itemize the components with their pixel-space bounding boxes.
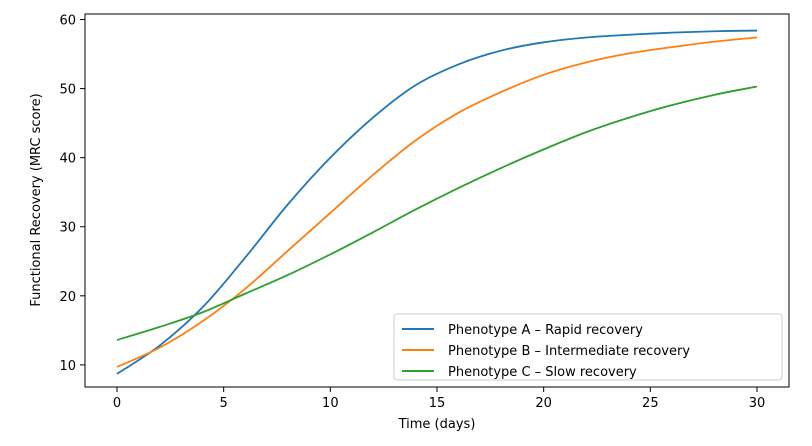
y-tick-label: 60 xyxy=(59,14,76,29)
phenotype-b-line xyxy=(116,36,758,368)
series-lines xyxy=(116,29,758,375)
x-tick-label: 15 xyxy=(429,396,446,411)
y-tick-label: 10 xyxy=(59,359,76,374)
legend-box xyxy=(393,313,783,381)
legend-entry-phenotype-b: Phenotype B – Intermediate recovery xyxy=(402,344,690,359)
phenotype-c-line xyxy=(116,85,758,341)
x-tick-label: 25 xyxy=(642,396,659,411)
y-tick-label: 20 xyxy=(59,290,76,305)
y-axis-label: Functional Recovery (MRC score) xyxy=(29,93,44,306)
legend-label: Phenotype C – Slow recovery xyxy=(448,365,637,380)
x-axis-label: Time (days) xyxy=(398,417,476,432)
y-tick-label: 30 xyxy=(59,221,76,236)
x-tick-label: 20 xyxy=(535,396,552,411)
y-tick-label: 50 xyxy=(59,83,76,98)
legend-entry-phenotype-a: Phenotype A – Rapid recovery xyxy=(402,323,643,338)
x-axis-ticks: 0 5 10 15 20 25 30 xyxy=(113,387,765,411)
legend-label: Phenotype A – Rapid recovery xyxy=(448,323,643,338)
x-tick-label: 0 xyxy=(113,396,121,411)
x-tick-label: 10 xyxy=(322,396,339,411)
x-tick-label: 5 xyxy=(220,396,228,411)
y-axis-ticks: 10 20 30 40 50 60 xyxy=(59,14,85,374)
legend-label: Phenotype B – Intermediate recovery xyxy=(448,344,690,359)
legend-entry-phenotype-c: Phenotype C – Slow recovery xyxy=(402,365,637,380)
phenotype-a-line xyxy=(116,29,758,375)
x-tick-label: 30 xyxy=(749,396,766,411)
legend: Phenotype A – Rapid recovery Phenotype B … xyxy=(393,313,783,381)
y-tick-label: 40 xyxy=(59,152,76,167)
